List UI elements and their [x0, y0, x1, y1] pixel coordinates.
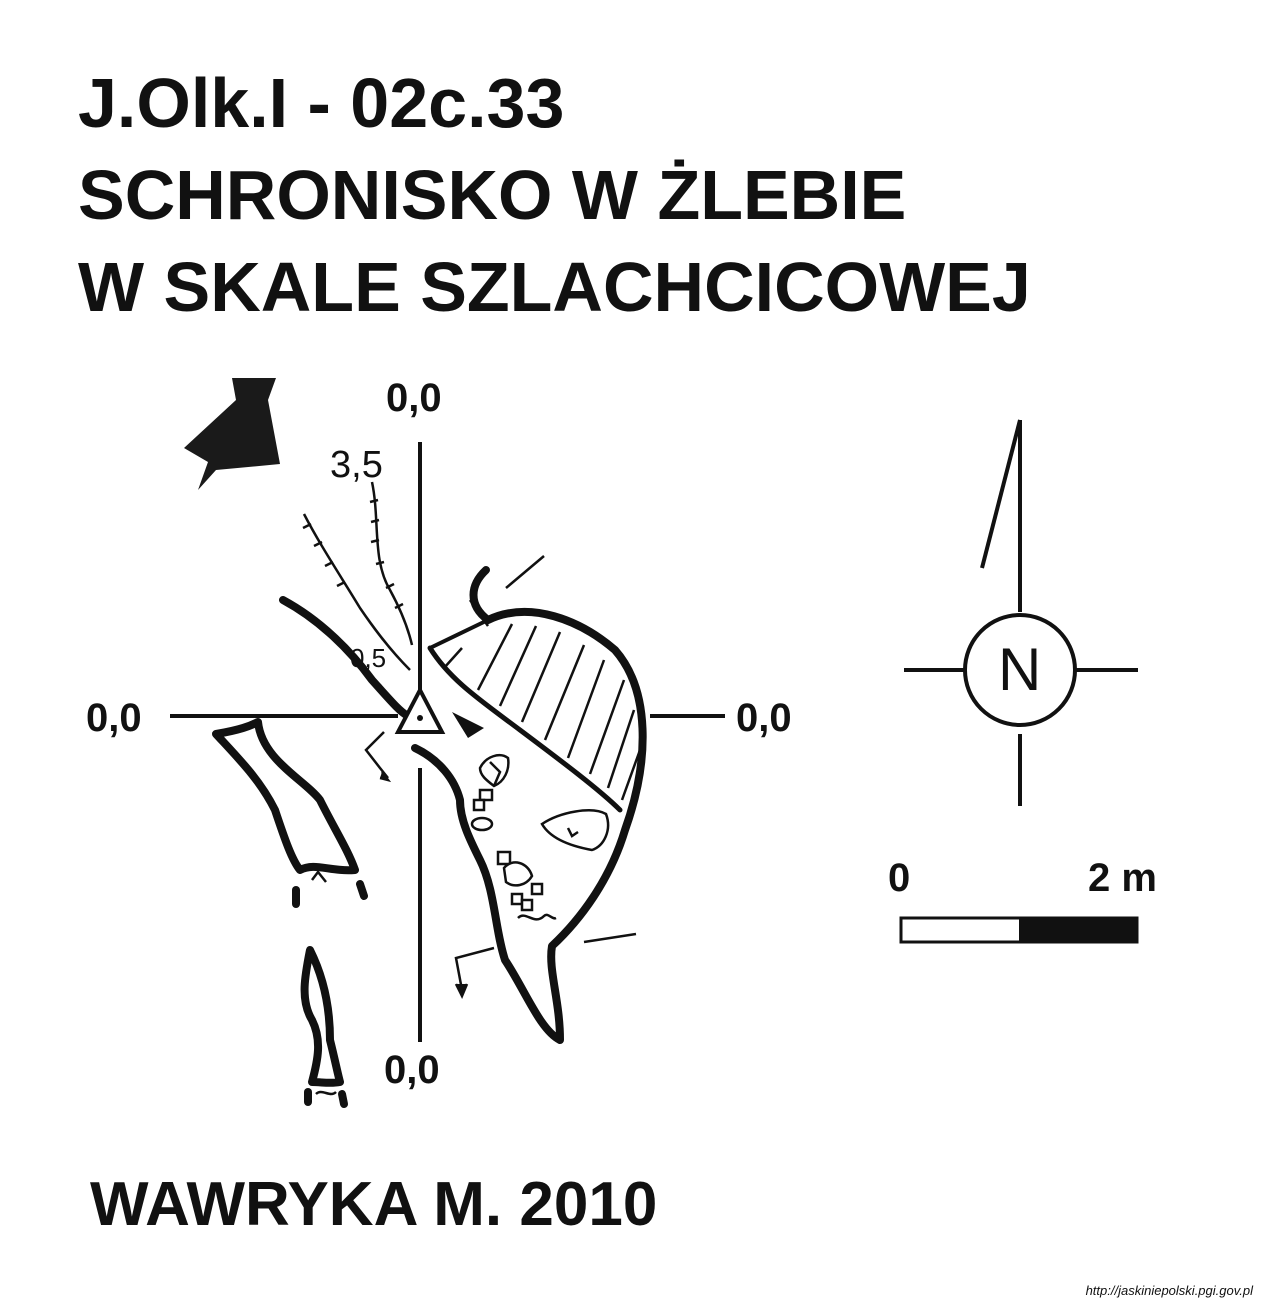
section-cross-lines — [170, 442, 725, 1042]
cave-inner-ledge — [427, 645, 623, 813]
boulders — [311, 754, 610, 1096]
side-passage-lower — [300, 946, 344, 1087]
title-cave-code: J.Olk.I - 02c.33 — [78, 64, 565, 142]
title-cave-name-line1: SCHRONISKO W ŻLEBIE — [78, 156, 907, 234]
scale-label-start: 0 — [888, 856, 911, 900]
gully-left-edge — [302, 513, 411, 671]
entrance-direction-arrow-icon — [184, 378, 280, 490]
title-cave-name-line2: W SKALE SZLACHCICOWEJ — [78, 248, 1031, 326]
gully-outline — [302, 481, 414, 671]
depth-label-gully-top: 3,5 — [330, 444, 383, 486]
drip-line — [443, 555, 637, 944]
side-passage-upper — [212, 718, 359, 875]
source-url-link[interactable]: http://jaskiniepolski.pgi.gov.pl — [1085, 1283, 1253, 1298]
slope-arrow-left-icon — [364, 731, 392, 783]
north-arrow-icon — [904, 419, 1138, 806]
overhang-hatching — [468, 599, 642, 801]
section-label-bottom: 0,0 — [384, 1048, 440, 1092]
section-label-right: 0,0 — [736, 696, 792, 740]
scale-bar-graphic — [899, 916, 1139, 944]
cave-entrance-edge — [428, 618, 490, 650]
scale-bar-dark-half — [1019, 918, 1137, 942]
north-letter: N — [998, 636, 1042, 703]
depth-label-entrance: 0,5 — [350, 643, 387, 673]
section-label-top: 0,0 — [386, 376, 442, 420]
slope-arrow-bottom-icon — [454, 946, 495, 1000]
gully-ticks — [302, 498, 404, 610]
section-label-left: 0,0 — [86, 696, 142, 740]
cave-wall-main — [411, 566, 647, 1044]
ceiling-step-marker-icon — [452, 712, 484, 738]
author-credit: WAWRYKA M. 2010 — [90, 1170, 658, 1239]
cave-outline — [212, 566, 647, 1087]
survey-station-icon — [394, 685, 446, 734]
side-passage-ends — [292, 880, 368, 1108]
scale-label-end: 2 m — [1088, 856, 1157, 900]
cave-wall-upper-left — [279, 596, 412, 720]
